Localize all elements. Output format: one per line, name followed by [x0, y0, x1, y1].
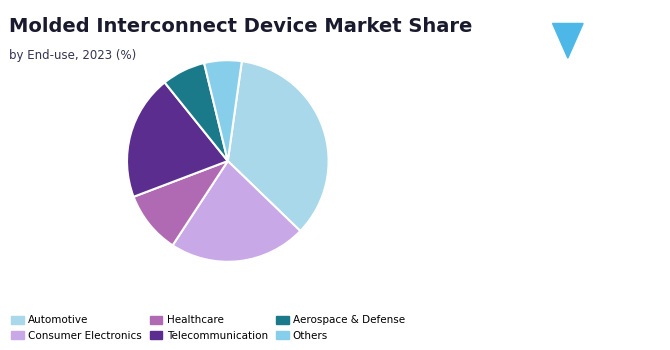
- Text: by End-use, 2023 (%): by End-use, 2023 (%): [9, 49, 137, 62]
- Wedge shape: [133, 161, 228, 245]
- Text: $1.9B: $1.9B: [517, 119, 616, 147]
- Legend: Automotive, Consumer Electronics, Healthcare, Telecommunication, Aerospace & Def: Automotive, Consumer Electronics, Health…: [7, 311, 409, 345]
- Text: Global Market Size,
2023: Global Market Size, 2023: [513, 189, 620, 211]
- Text: GRAND VIEW RESEARCH: GRAND VIEW RESEARCH: [516, 63, 620, 72]
- Text: Molded Interconnect Device Market Share: Molded Interconnect Device Market Share: [9, 18, 472, 36]
- Wedge shape: [127, 83, 228, 197]
- Wedge shape: [165, 63, 228, 161]
- Wedge shape: [173, 161, 300, 262]
- FancyBboxPatch shape: [591, 23, 618, 58]
- Text: Source:
www.grandviewresearch.com: Source: www.grandviewresearch.com: [479, 292, 629, 312]
- Wedge shape: [204, 60, 242, 161]
- Polygon shape: [553, 23, 583, 58]
- Wedge shape: [228, 61, 328, 231]
- FancyBboxPatch shape: [476, 23, 518, 58]
- FancyBboxPatch shape: [625, 23, 659, 58]
